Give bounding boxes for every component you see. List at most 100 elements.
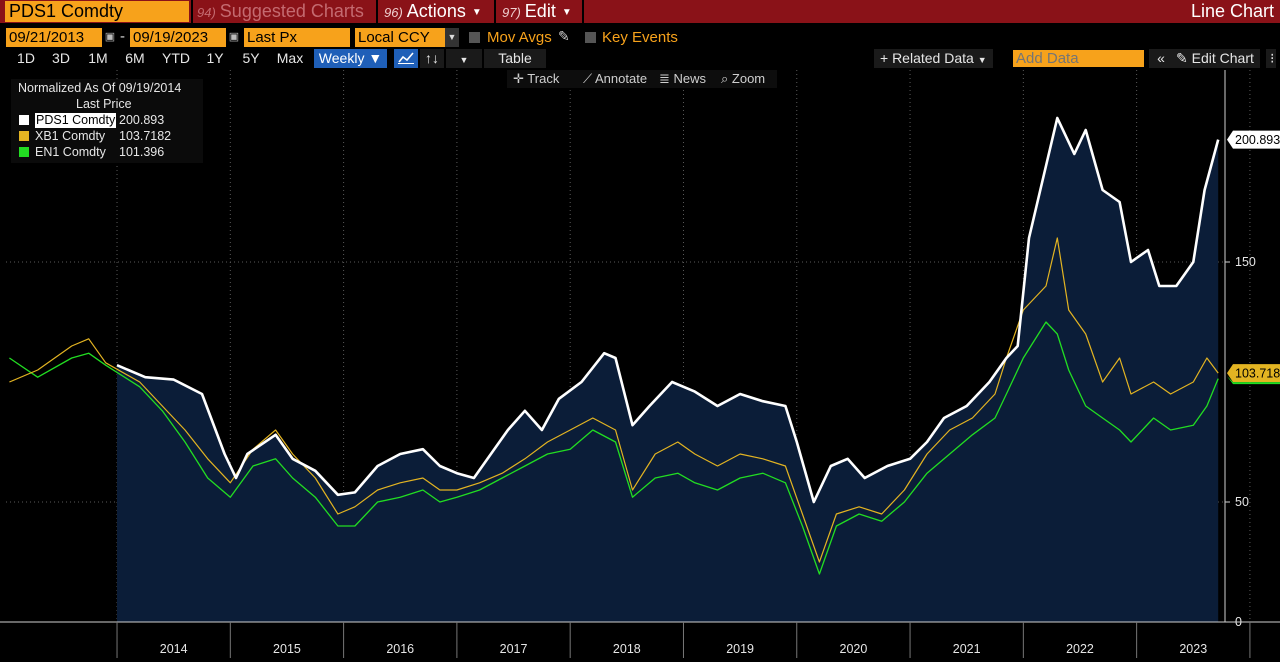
- edit-chart-button[interactable]: ✎ Edit Chart: [1170, 49, 1260, 68]
- period-button-1m[interactable]: 1M: [88, 50, 108, 66]
- menu-number: 97): [502, 5, 521, 20]
- menu-label: Suggested Charts: [219, 1, 364, 21]
- track-tool[interactable]: ✛ Track: [513, 70, 559, 88]
- period-row: 1D 3D 1M 6M YTD 1Y 5Y Max Weekly ▼ ↑↓ ▼ …: [0, 49, 1280, 69]
- annotate-icon: ⟋: [583, 71, 593, 86]
- tag-box: [1227, 364, 1280, 383]
- x-tick-label: 2022: [1066, 642, 1094, 656]
- news-tool[interactable]: ≣ News: [659, 70, 706, 88]
- legend-swatch: [19, 115, 29, 125]
- news-icon: ≣: [659, 71, 670, 86]
- x-tick-label: 2014: [160, 642, 188, 656]
- last-value-label: 200.893: [1235, 133, 1280, 147]
- tag-box-green-edge: [1227, 376, 1280, 385]
- period-button-3d[interactable]: 3D: [52, 50, 70, 66]
- x-tick-label: 2015: [273, 642, 301, 656]
- legend-entry[interactable]: PDS1 Comdty 200.893: [19, 113, 164, 128]
- crosshair-icon: ✛: [513, 71, 524, 86]
- chart-type-label: Line Chart: [1190, 1, 1274, 21]
- key-events-checkbox[interactable]: [585, 32, 596, 43]
- legend-header: Normalized As Of 09/19/2014: [18, 81, 182, 95]
- end-date-field[interactable]: 09/19/2023: [130, 28, 226, 47]
- last-value-tag: 103.7182: [1227, 364, 1280, 385]
- chart-area-fill: [117, 118, 1219, 622]
- menu-number: 96): [384, 5, 403, 20]
- calendar-icon[interactable]: ▣: [228, 31, 240, 43]
- legend-series-name: PDS1 Comdty: [35, 113, 117, 128]
- settings-row: 09/21/2013 ▣ - 09/19/2023 ▣ Last Px Loca…: [0, 28, 1280, 48]
- period-button-1y[interactable]: 1Y: [206, 50, 224, 66]
- table-button[interactable]: Table: [484, 49, 546, 68]
- annotate-label: Annotate: [595, 71, 648, 86]
- menu-separator: [494, 0, 496, 23]
- news-label: News: [673, 71, 707, 86]
- ticker-field[interactable]: PDS1 Comdty: [5, 1, 189, 22]
- edit-chart-label: Edit Chart: [1191, 50, 1254, 66]
- calendar-icon[interactable]: ▣: [104, 31, 116, 43]
- x-tick-label: 2020: [840, 642, 868, 656]
- series-area-1: [117, 118, 1219, 622]
- x-tick-label: 2019: [726, 642, 754, 656]
- collapse-icon[interactable]: «: [1149, 49, 1173, 68]
- y-tick-label: 150: [1235, 255, 1256, 269]
- chevron-down-icon[interactable]: ▼: [446, 49, 482, 68]
- currency-selector[interactable]: Local CCY: [355, 28, 445, 47]
- chart-legend: Normalized As Of 09/19/2014 Last Price P…: [11, 79, 203, 163]
- annotate-tool[interactable]: ⟋ Annotate: [583, 70, 647, 88]
- mov-avgs-checkbox[interactable]: [469, 32, 480, 43]
- line-chart-icon[interactable]: [394, 49, 418, 68]
- chevron-down-icon: ▼: [977, 55, 987, 65]
- track-label: Track: [527, 71, 560, 86]
- zoom-tool[interactable]: ⌕ Zoom: [721, 70, 765, 88]
- legend-series-name: XB1 Comdty: [35, 129, 106, 143]
- related-data-label: + Related Data: [880, 50, 974, 66]
- period-button-ytd[interactable]: YTD: [162, 50, 190, 66]
- legend-entry[interactable]: XB1 Comdty 103.7182: [19, 129, 171, 144]
- mov-avgs-label[interactable]: Mov Avgs: [487, 29, 552, 46]
- legend-series-value: 200.893: [119, 113, 165, 127]
- start-date-field[interactable]: 09/21/2013: [6, 28, 102, 47]
- chart-series-lines: [9, 116, 1220, 575]
- menu-separator: [582, 0, 584, 23]
- actions-menu[interactable]: 96) Actions ▼: [384, 0, 482, 23]
- title-bar: PDS1 Comdty 94) Suggested Charts 96) Actio…: [0, 0, 1280, 23]
- date-separator: -: [120, 28, 125, 45]
- suggested-charts-menu[interactable]: 94) Suggested Charts: [197, 0, 364, 23]
- pencil-icon[interactable]: ✎: [558, 28, 570, 44]
- series-line-3: [9, 321, 1219, 575]
- menu-number: 94): [197, 5, 216, 20]
- bar-type-icon[interactable]: ↑↓: [420, 49, 444, 68]
- caret-down-icon: ▼: [471, 7, 482, 18]
- related-data-button[interactable]: + Related Data ▼: [874, 49, 993, 68]
- add-data-input[interactable]: [1013, 50, 1144, 67]
- magnifier-icon: ⌕: [721, 71, 729, 86]
- chevron-down-icon[interactable]: ▼: [445, 28, 459, 47]
- legend-subheader: Last Price: [76, 97, 132, 111]
- field-selector[interactable]: Last Px: [244, 28, 350, 47]
- legend-series-value: 103.7182: [119, 129, 172, 143]
- frequency-dropdown[interactable]: Weekly ▼: [314, 49, 387, 68]
- legend-series-value: 101.396: [119, 145, 165, 159]
- edit-menu[interactable]: 97) Edit ▼: [502, 0, 572, 23]
- legend-entry[interactable]: EN1 Comdty 101.396: [19, 145, 164, 160]
- last-value-label: 103.7182: [1235, 367, 1280, 381]
- menu-label: Edit: [524, 1, 556, 21]
- x-tick-label: 2016: [386, 642, 414, 656]
- last-value-tags: 200.893 103.7182: [1227, 130, 1280, 385]
- last-value-tag: 200.893: [1227, 130, 1280, 149]
- x-tick-label: 2021: [953, 642, 981, 656]
- period-button-5y[interactable]: 5Y: [242, 50, 260, 66]
- period-button-6m[interactable]: 6M: [125, 50, 145, 66]
- y-tick-label: 50: [1235, 495, 1249, 509]
- menu-separator: [376, 0, 378, 23]
- key-events-label[interactable]: Key Events: [602, 29, 678, 46]
- menu-label: Actions: [406, 1, 466, 21]
- tag-box: [1227, 130, 1280, 149]
- series-line-1: [116, 116, 1220, 504]
- legend-swatch: [19, 131, 29, 141]
- x-tick-label: 2017: [500, 642, 528, 656]
- period-button-1d[interactable]: 1D: [17, 50, 35, 66]
- period-button-max[interactable]: Max: [276, 50, 304, 66]
- more-options-icon[interactable]: ⁝: [1266, 49, 1276, 68]
